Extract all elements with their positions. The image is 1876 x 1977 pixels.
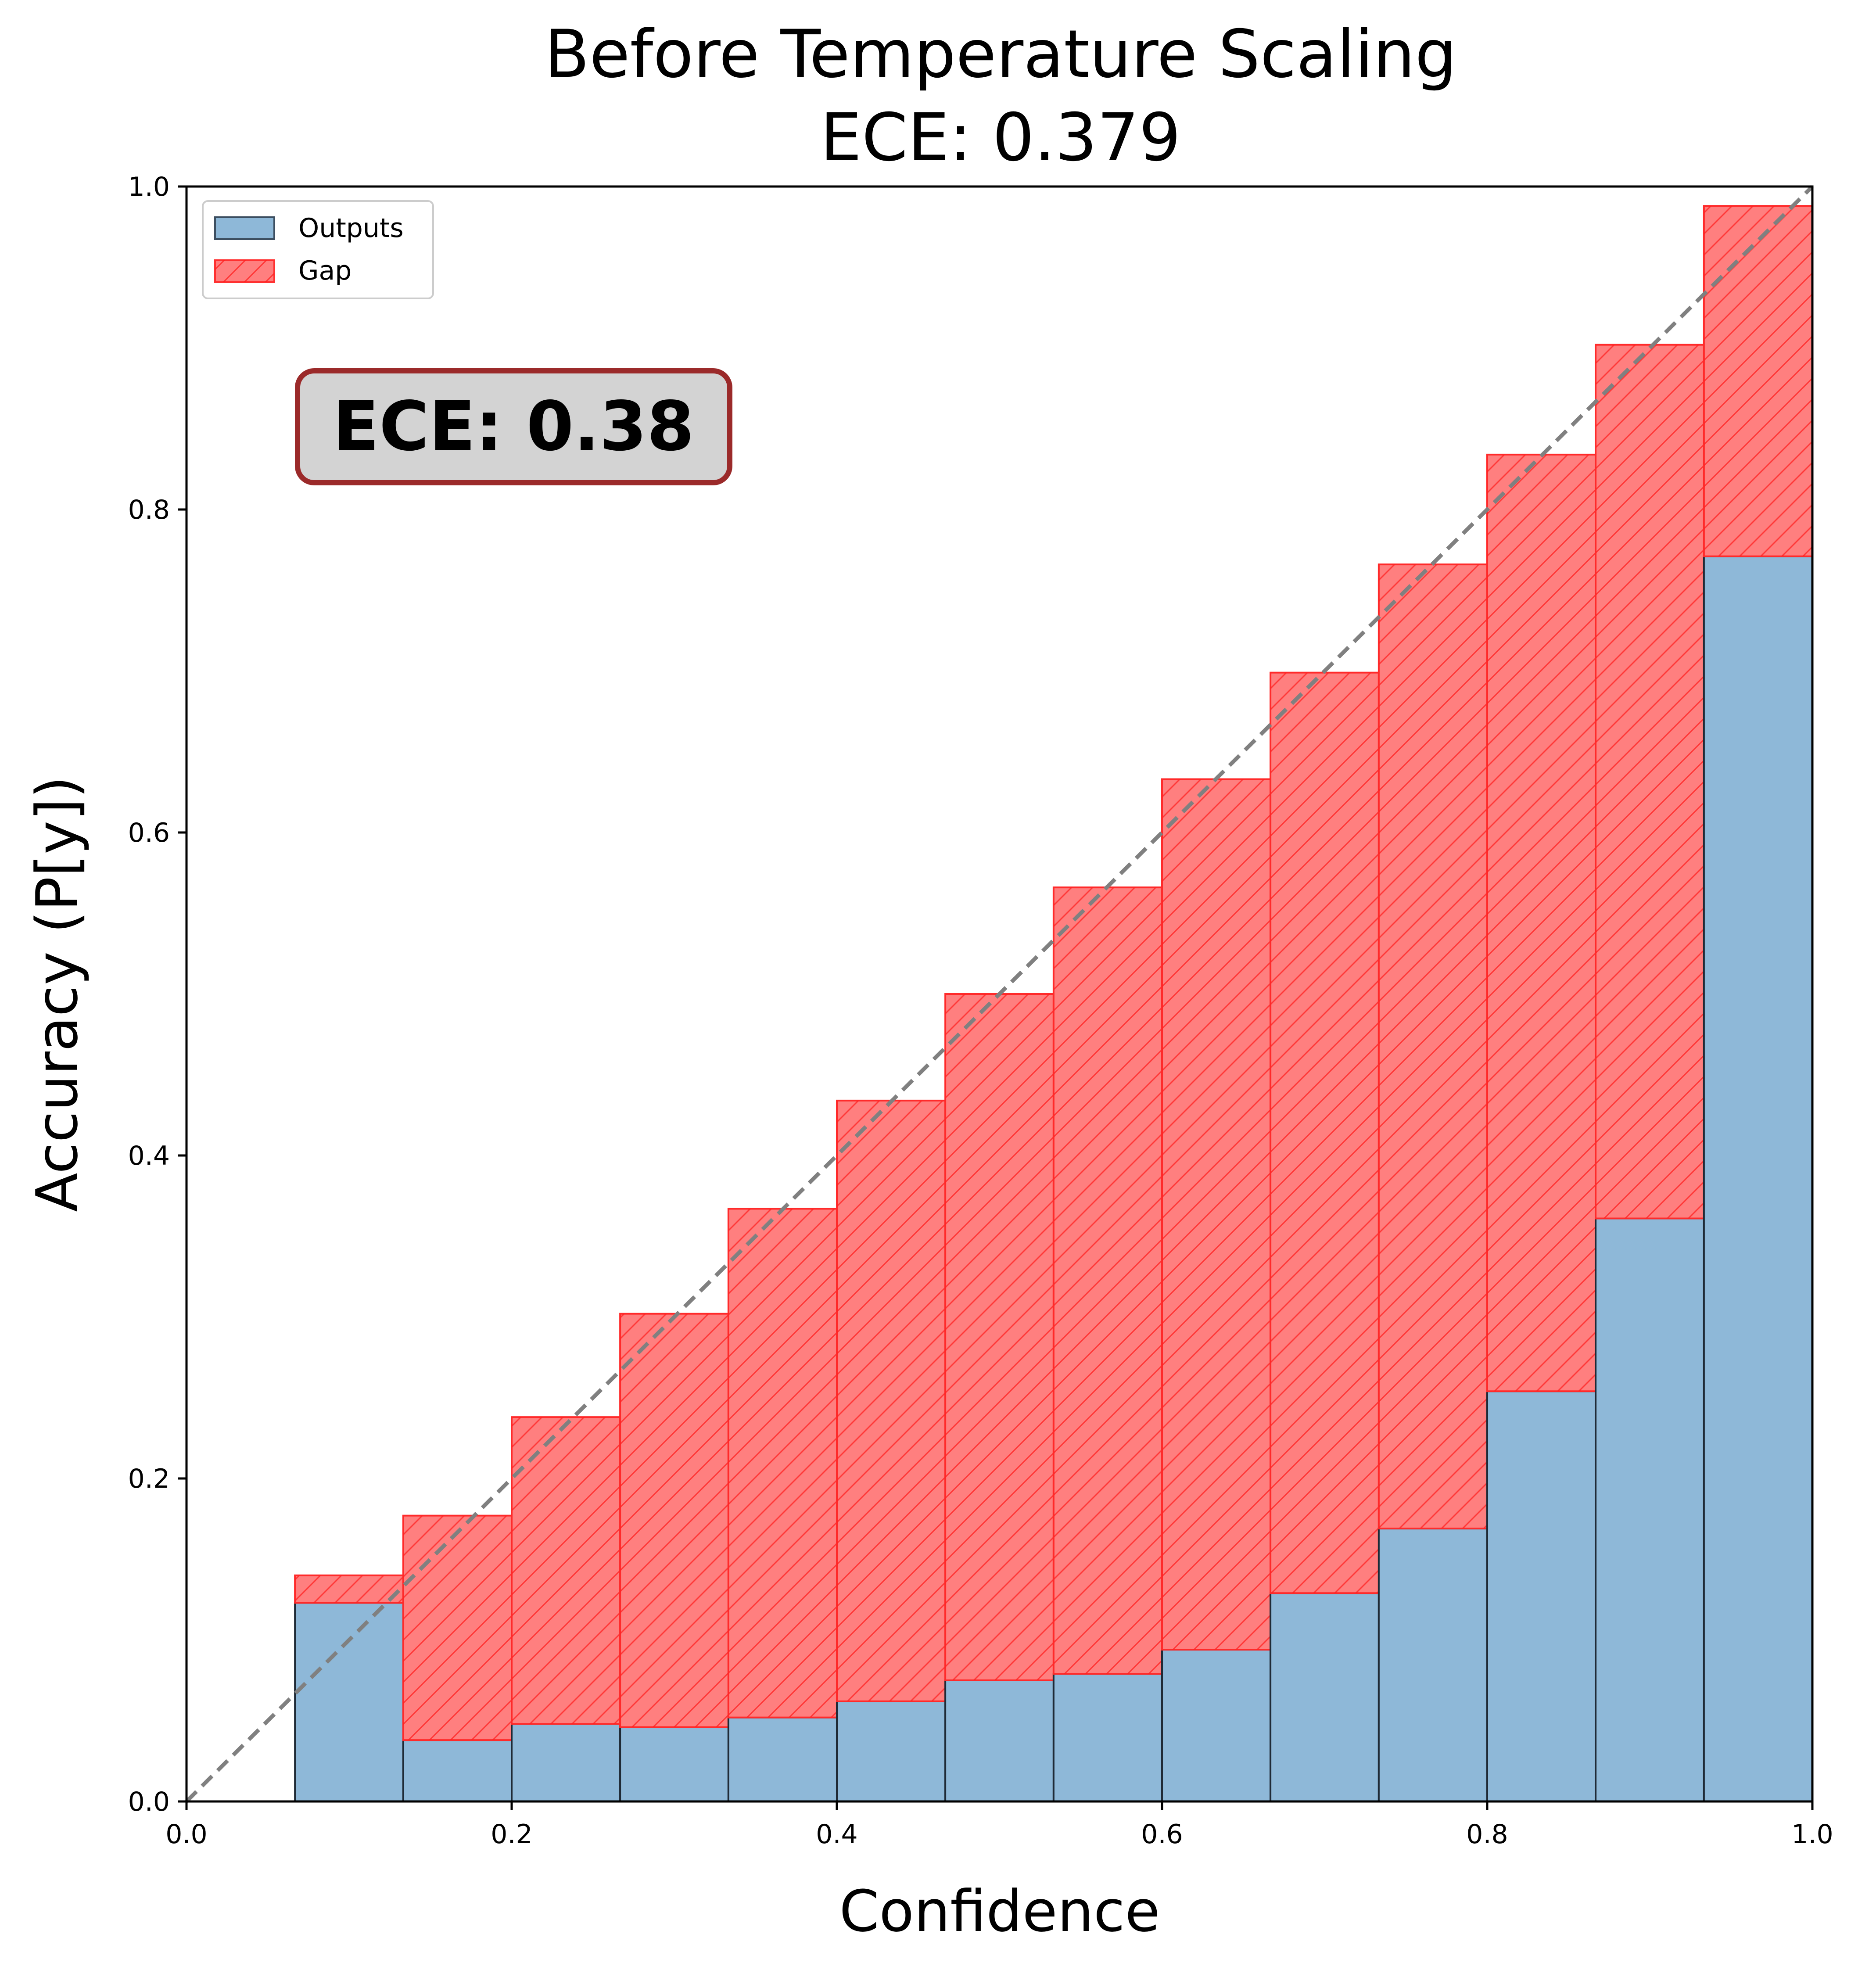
gap-bar-hatch xyxy=(1378,564,1487,1529)
y-tick-label: 1.0 xyxy=(128,172,170,202)
x-tick-label: 1.0 xyxy=(1791,1819,1833,1850)
outputs-bar xyxy=(1703,555,1813,1802)
legend-swatch-gap-hatch xyxy=(215,260,274,282)
ece-text: ECE: 0.38 xyxy=(333,387,694,466)
x-axis: 0.0 0.2 0.4 0.6 0.8 1.0 xyxy=(165,1801,1833,1850)
gap-bar-hatch xyxy=(837,1100,946,1701)
legend-label-outputs: Outputs xyxy=(298,213,404,244)
y-tick-label: 0.8 xyxy=(128,495,170,525)
x-tick-label: 0.8 xyxy=(1466,1819,1508,1850)
outputs-bar xyxy=(1270,1592,1380,1803)
outputs-bar xyxy=(944,1679,1055,1802)
y-tick-label: 0.2 xyxy=(128,1464,170,1494)
chart-subtitle: ECE: 0.379 xyxy=(820,100,1181,176)
chart-title: Before Temperature Scaling xyxy=(544,16,1456,93)
y-tick-label: 0.0 xyxy=(128,1787,170,1817)
gap-bar-hatch xyxy=(512,1417,621,1724)
x-tick-label: 0.6 xyxy=(1141,1819,1183,1850)
outputs-bar xyxy=(294,1602,404,1803)
gap-bar-hatch xyxy=(945,994,1054,1680)
ece-box xyxy=(295,368,732,485)
gap-bar-hatch xyxy=(620,1313,728,1727)
x-tick-label: 0.2 xyxy=(491,1819,532,1850)
gap-bar-hatch xyxy=(295,1575,403,1603)
outputs-bar xyxy=(511,1723,621,1803)
gap-bar-hatch xyxy=(728,1209,837,1718)
outputs-bar xyxy=(836,1700,947,1803)
ece-annotation: ECE: 0.38 xyxy=(295,368,732,485)
outputs-bar xyxy=(1161,1649,1272,1803)
x-axis-label: Confidence xyxy=(839,1878,1160,1945)
outputs-bar xyxy=(402,1739,513,1802)
legend-label-gap: Gap xyxy=(298,255,352,286)
y-tick-label: 0.6 xyxy=(128,818,170,848)
gap-bar-hatch xyxy=(403,1515,512,1740)
legend: Outputs Gap xyxy=(202,200,434,299)
y-axis: 0.0 0.2 0.4 0.6 0.8 1.0 xyxy=(128,172,187,1817)
outputs-bar xyxy=(727,1716,838,1802)
gap-bar-hatch xyxy=(1487,454,1596,1392)
plot-frame xyxy=(185,185,1814,1803)
y-axis-label: Accuracy (P[y]) xyxy=(24,776,90,1212)
y-tick-label: 0.4 xyxy=(128,1141,170,1171)
x-tick-label: 0.4 xyxy=(816,1819,857,1850)
outputs-bar xyxy=(1595,1217,1705,1802)
gap-bar-hatch xyxy=(1704,206,1812,556)
outputs-bar xyxy=(619,1726,729,1802)
gap-bar-hatch xyxy=(1053,887,1162,1674)
gap-bar-hatch xyxy=(1270,672,1379,1593)
outputs-bar xyxy=(1377,1528,1488,1803)
outputs-bar xyxy=(1052,1673,1163,1803)
x-tick-label: 0.0 xyxy=(165,1819,207,1850)
legend-swatch-outputs xyxy=(214,216,275,240)
gap-bar-hatch xyxy=(1162,779,1271,1650)
reference-line-group xyxy=(185,185,1814,1803)
bars-group xyxy=(294,205,1813,1803)
gap-bar-hatch xyxy=(1596,344,1704,1219)
perfect-calibration-line xyxy=(185,185,1814,1803)
outputs-bar xyxy=(1486,1390,1597,1802)
